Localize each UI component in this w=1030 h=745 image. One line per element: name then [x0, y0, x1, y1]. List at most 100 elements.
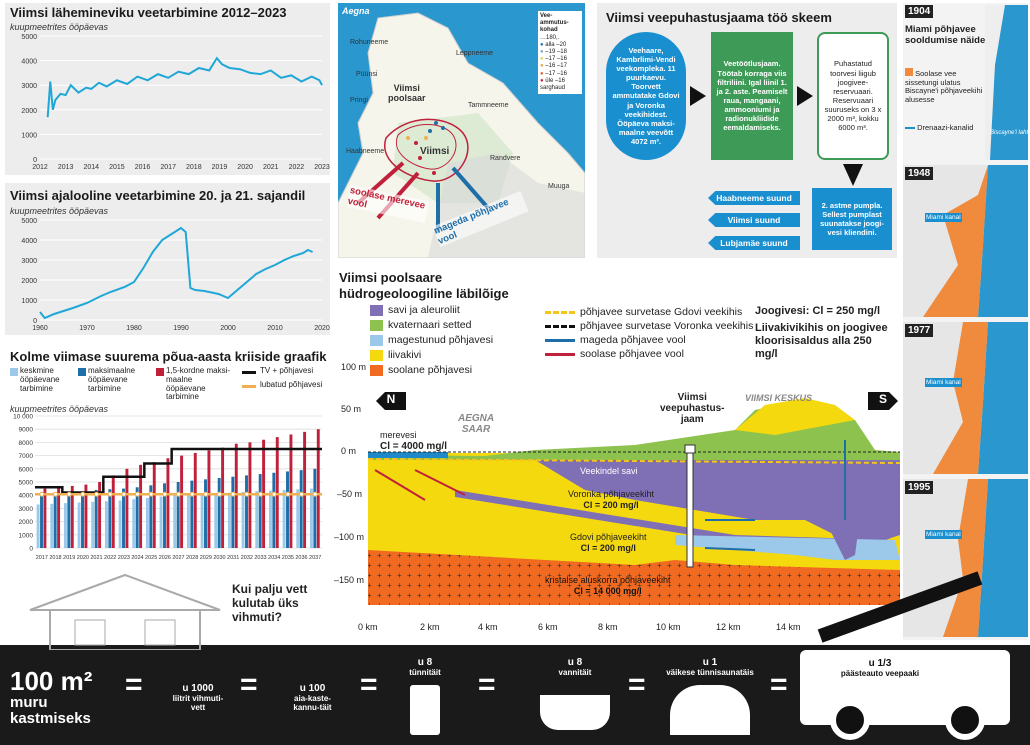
y-tick-label: 1000 [21, 298, 37, 305]
bar-1 [40, 493, 43, 548]
scheme-arrow2 [797, 86, 813, 106]
bar-1 [149, 485, 153, 548]
dir-lubjamae: Lubjamäe suund [708, 236, 800, 250]
map-place-rohuneeme: Rohuneeme [350, 39, 389, 46]
bar-0 [200, 493, 204, 548]
chart1-unit: kuupmeetrites ööpäevas [10, 22, 109, 32]
bar-0 [241, 491, 245, 548]
barrel-icon [410, 685, 440, 735]
bar-0 [296, 489, 300, 548]
firetruck-wheel1 [830, 700, 870, 740]
bar-1 [217, 478, 221, 548]
y-tick-label: 2000 [21, 108, 37, 115]
bar-1 [135, 487, 139, 548]
scheme-arrow1 [690, 86, 706, 106]
series-line [39, 226, 313, 320]
x-tick-label: 2023 [118, 555, 130, 561]
section-voronka: Voronka põhjaveekiht Cl = 200 mg/l [568, 489, 655, 510]
section-aegna: AEGNA SAAR [458, 413, 495, 435]
bar-0 [36, 504, 40, 548]
bar-1 [108, 489, 112, 548]
bar-0 [227, 492, 231, 548]
miami-year-1977: 1977 [905, 324, 934, 337]
y-tick-label: 10 000 [13, 414, 33, 421]
x-tick-label: 2030 [213, 555, 225, 561]
x-tick-label: 2016 [135, 164, 151, 171]
y-tick-label: 1000 [19, 532, 34, 539]
allowed-point [53, 491, 58, 497]
map-poolsaar: Viimsi poolsaar [388, 83, 426, 103]
item-sprinkler: u 1000 liitrit vihmuti-vett [172, 683, 224, 712]
bar-2 [166, 458, 170, 548]
x-tick-label: 2031 [227, 555, 239, 561]
miami-canal-1977: Miami kanal [925, 378, 962, 387]
miami-map-1948-box [903, 165, 1028, 317]
bar-0 [104, 501, 108, 548]
leg-fresh: magestunud põhjavesi [388, 334, 494, 346]
y-tick-label: 0 [29, 546, 33, 553]
x-tick-label: 1990 [173, 325, 189, 332]
y-tick-label: 5000 [21, 218, 37, 225]
miami-leg1: Soolase vee sissetungi ulatus Biscayne'i… [905, 68, 983, 104]
allowed-point [121, 491, 127, 497]
bar-2 [98, 482, 102, 548]
miami-year-1948: 1948 [905, 167, 934, 180]
allowed-point [107, 491, 113, 497]
map-legend: Vee-ammutus-kohad …180,. ● alla –20 ● –1… [538, 11, 582, 95]
y-tick-label: 7000 [19, 453, 34, 460]
x-tick-label: 2010 [267, 325, 283, 332]
miami-year-1995: 1995 [905, 481, 934, 494]
y-tick-label: 0 [33, 157, 37, 164]
allowed-point [217, 491, 222, 497]
x-tick-label: 2019 [212, 164, 228, 171]
y-tick-label: 6000 [19, 466, 34, 473]
bar-2 [221, 447, 225, 548]
bar-2 [70, 485, 74, 548]
bar-2 [152, 462, 156, 548]
x-tick-label: 2036 [295, 555, 307, 561]
x-tick-label: 2026 [159, 555, 171, 561]
y-tick-label: 3000 [21, 258, 37, 265]
x-tick-label: 2015 [109, 164, 125, 171]
miami-bay-1904: Biscayne'i laht [990, 130, 1029, 136]
y-tick-label: 4000 [21, 59, 37, 66]
x-tick-label: 2020 [314, 325, 330, 332]
bar-2 [193, 452, 197, 548]
bar-2 [84, 484, 88, 548]
y-tick-label: 4000 [21, 238, 37, 245]
viimsi-map: Aegna Viimsi poolsaar Rohuneeme Leppneem… [338, 3, 585, 258]
eq4: = [478, 668, 496, 701]
y-tick-label: 1000 [21, 132, 37, 139]
scheme-title: Viimsi veepuhastusjaama töö skeem [606, 10, 832, 25]
allowed-point [244, 491, 250, 497]
bottom-start: 100 m² muru kastmiseks [10, 666, 93, 728]
x-tick-label: 2014 [83, 164, 99, 171]
map-place-viimsi: Viimsi [420, 146, 450, 157]
bar-2 [234, 443, 238, 548]
scheme-box-reservoir: Puhastatud toorvesi liigub joogivee-rese… [817, 32, 889, 160]
chart1-svg: 0 1000 2000 3000 4000 5000 2012 2013 2014 2015 201… [21, 34, 329, 171]
bar-0 [214, 493, 218, 548]
x-tick-label: 1960 [32, 325, 48, 332]
x-tick-label: 2013 [58, 164, 74, 171]
x-tick-label: 2037 [309, 555, 321, 561]
bar-0 [91, 501, 95, 548]
map-place-pyynsi: Püünsi [356, 71, 378, 78]
y-tick-label: 0 [33, 318, 37, 325]
y-tick-label: 2000 [21, 278, 37, 285]
chart3-svg: 0 1000 2000 3000 4000 5000 6000 7000 8000 9000 10 … [13, 414, 322, 561]
map-place-haabneeme: Haabneeme [346, 148, 385, 155]
bar-1 [245, 475, 248, 548]
allowed-point [94, 491, 99, 497]
leg-gdovi: põhjavee survetase Gdovi veekihis [580, 306, 743, 318]
bar-1 [67, 492, 71, 548]
firetruck-wheel2 [945, 700, 985, 740]
bar-2 [139, 464, 143, 548]
item-can: u 100 aia-kaste-kannu-täit [293, 683, 332, 712]
scheme-arrow3 [843, 164, 863, 186]
bar-1 [204, 479, 207, 548]
eq5: = [628, 668, 646, 701]
eq6: = [770, 668, 788, 701]
x-tick-label: 2021 [263, 164, 279, 171]
bar-1 [258, 474, 262, 548]
